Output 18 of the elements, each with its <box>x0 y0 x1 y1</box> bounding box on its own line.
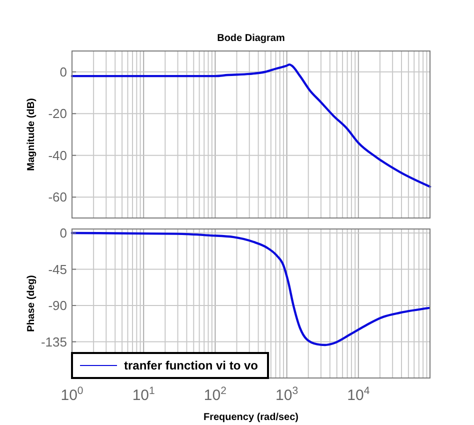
y-axis-title: Magnitude (dB) <box>26 98 37 171</box>
chart-title: Bode Diagram <box>217 33 286 44</box>
y-axis-title: Phase (deg) <box>26 275 37 332</box>
x-tick-label: 10$^{0}$ <box>60 385 84 404</box>
x-tick-label: 10$^{4}$ <box>347 385 370 404</box>
x-tick-label: 10$^{1}$ <box>132 385 156 404</box>
y-tick-label: -90 <box>48 298 67 314</box>
legend-label: tranfer function vi to vo <box>124 358 258 373</box>
y-tick-label: 0 <box>60 64 67 80</box>
y-tick-label: -60 <box>48 190 67 205</box>
x-tick-label: 10$^{2}$ <box>204 385 227 404</box>
y-tick-label: -135 <box>40 334 67 350</box>
y-tick-label: -45 <box>48 262 67 277</box>
x-axis-title: Frequency (rad/sec) <box>203 412 299 423</box>
y-tick-label: -20 <box>48 106 67 122</box>
x-tick-label: 10$^{3}$ <box>276 385 298 404</box>
y-tick-label: 0 <box>60 226 67 241</box>
y-tick-label: -40 <box>48 148 67 163</box>
